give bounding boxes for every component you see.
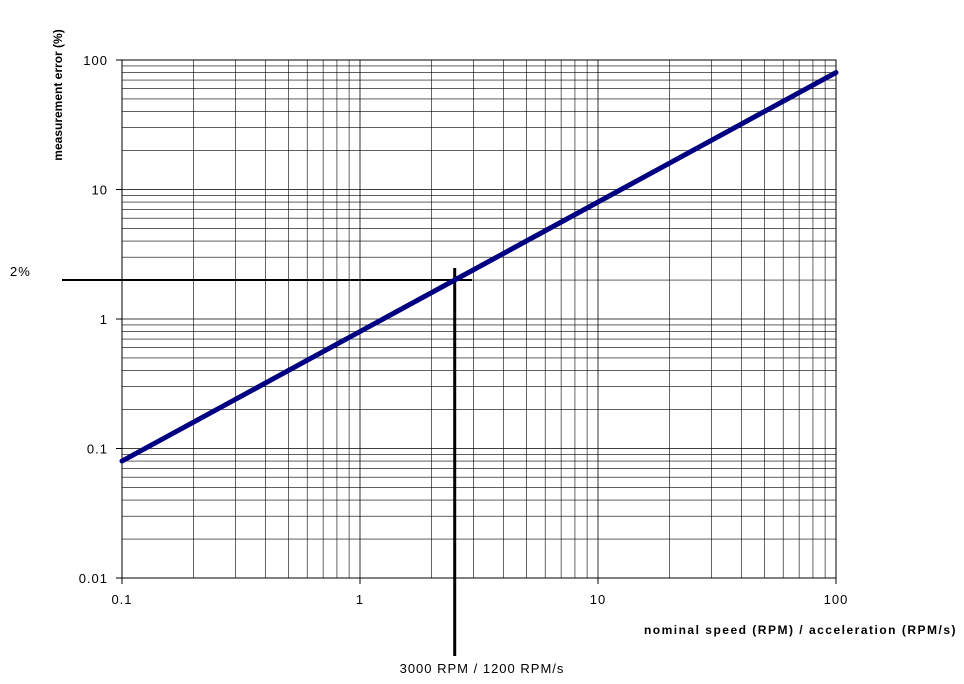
y-tick-label: 1 (100, 312, 108, 327)
y-tick-label: 10 (92, 183, 108, 198)
x-tick-label: 0.1 (111, 592, 132, 607)
y-tick-label: 0.01 (79, 571, 108, 586)
x-tick-label: 100 (824, 592, 849, 607)
x-tick-label: 1 (356, 592, 364, 607)
series-line (119, 70, 839, 464)
grid-minor-horizontal (122, 65, 836, 540)
y-axis-title: measurement error (%) (51, 29, 65, 160)
vertical-marker-label: 3000 RPM / 1200 RPM/s (400, 661, 565, 676)
x-axis-title: nominal speed (RPM) / acceleration (RPM/… (644, 623, 957, 637)
x-tick-label: 10 (590, 592, 606, 607)
y-tick-label: 0.1 (87, 442, 108, 457)
horizontal-marker-label: 2% (10, 264, 31, 279)
y-tick-labels: 0.01 0.1 1 10 100 (79, 53, 108, 586)
y-axis-ticks (116, 59, 122, 579)
y-tick-label: 100 (83, 53, 108, 68)
series-layer (119, 70, 839, 464)
x-axis-ticks (121, 578, 837, 584)
x-tick-labels: 0.1 1 10 100 (111, 592, 849, 607)
